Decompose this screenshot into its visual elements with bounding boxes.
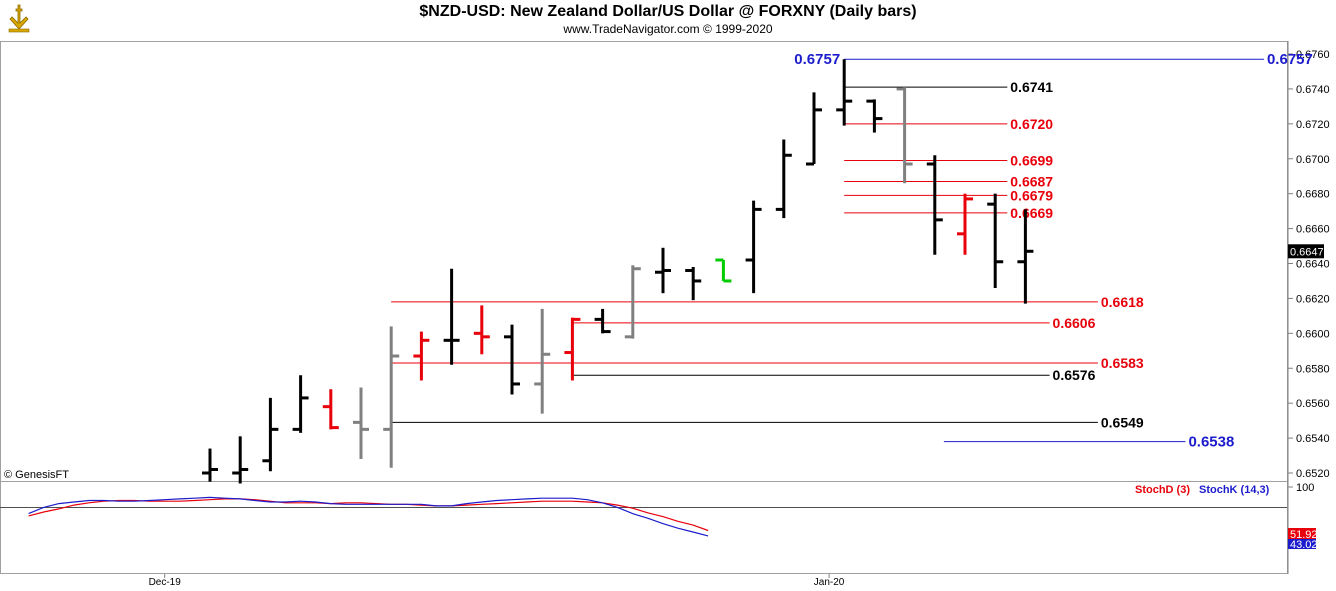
ohlc-bar (715, 258, 732, 283)
level-label-left: 0.6757 (794, 51, 840, 68)
chart-subtitle: www.TradeNavigator.com © 1999-2020 (563, 22, 773, 36)
y-tick-label: 0.6680 (1296, 189, 1330, 201)
ohlc-bar (624, 265, 641, 339)
ohlc-bar (655, 247, 671, 294)
ohlc-bar (685, 266, 702, 301)
y-tick-label: 0.6700 (1296, 154, 1330, 166)
stochd-last-badge (1288, 528, 1316, 540)
level-label: 0.6669 (1010, 205, 1053, 221)
y-tick-label: 0.6560 (1296, 398, 1330, 410)
ohlc-bar (926, 155, 943, 255)
ohlc-bar (353, 387, 369, 460)
ohlc-bar (232, 436, 249, 484)
y-tick-label: 0.6740 (1296, 84, 1330, 96)
x-tick-label: Dec-19 (149, 577, 182, 588)
ohlc-bar (202, 448, 218, 482)
y-tick-label: 0.6760 (1296, 49, 1330, 61)
ohlc-bar (1017, 209, 1034, 304)
level-label: 0.6618 (1101, 294, 1144, 310)
stoch-y-tick-label: 100 (1296, 482, 1314, 494)
stochk-last-label: 43.02 (1290, 539, 1318, 551)
level-label: 0.6720 (1010, 116, 1053, 132)
level-label: 0.6699 (1010, 152, 1053, 168)
ohlc-bar (836, 59, 853, 126)
ohlc-bar (262, 397, 279, 472)
ohlc-bar (745, 200, 762, 294)
chart-title: $NZD-USD: New Zealand Dollar/US Dollar @… (419, 3, 917, 20)
ohlc-bar (504, 324, 520, 395)
level-label: 0.6606 (1053, 315, 1096, 331)
ohlc-bar (987, 193, 1004, 288)
y-tick-label: 0.6580 (1296, 363, 1330, 375)
legend-stochd: StochD (3) (1135, 484, 1190, 496)
y-tick-label: 0.6540 (1296, 433, 1330, 445)
ohlc-bar (896, 87, 913, 184)
last-price-label: 0.6647 (1290, 246, 1324, 258)
y-tick-label: 0.6720 (1296, 119, 1330, 131)
last-price-badge (1288, 244, 1324, 259)
level-label: 0.6583 (1101, 355, 1144, 371)
ohlc-bar (534, 308, 551, 414)
price-panel-frame (0, 41, 1288, 482)
ohlc-bar (866, 99, 883, 133)
ohlc-bar (292, 375, 309, 433)
ohlc-bar (413, 331, 430, 381)
ohlc-bar (775, 139, 792, 219)
stochk-line (28, 496, 709, 537)
y-tick-label: 0.6660 (1296, 224, 1330, 236)
stochd-last-label: 51.92 (1290, 529, 1318, 541)
level-label: 0.6757 (1267, 51, 1313, 68)
ohlc-bar (383, 326, 400, 468)
level-label: 0.6549 (1101, 414, 1144, 430)
ohlc-bar (957, 193, 973, 255)
x-tick-label: Jan-20 (814, 577, 845, 588)
y-tick-label: 0.6640 (1296, 259, 1330, 271)
ohlc-bar (322, 389, 339, 430)
ohlc-bar (443, 268, 460, 365)
stoch-panel-frame (0, 481, 1288, 574)
ohlc-bar (594, 308, 611, 334)
level-label: 0.6538 (1188, 434, 1234, 451)
level-label: 0.6741 (1010, 79, 1053, 95)
level-label: 0.6576 (1053, 367, 1096, 383)
ohlc-bar (564, 317, 581, 381)
y-tick-label: 0.6600 (1296, 328, 1330, 340)
ohlc-bar (806, 92, 822, 166)
y-tick-label: 0.6620 (1296, 293, 1330, 305)
level-label: 0.6679 (1010, 187, 1053, 203)
ohlc-bar (473, 305, 490, 355)
y-tick-label: 0.6520 (1296, 468, 1330, 480)
level-label: 0.6687 (1010, 173, 1053, 189)
logo (8, 4, 30, 33)
legend-stochk: StochK (14,3) (1199, 484, 1270, 496)
genesis-watermark: © GenesisFT (4, 469, 69, 481)
stochk-last-badge (1288, 539, 1316, 549)
